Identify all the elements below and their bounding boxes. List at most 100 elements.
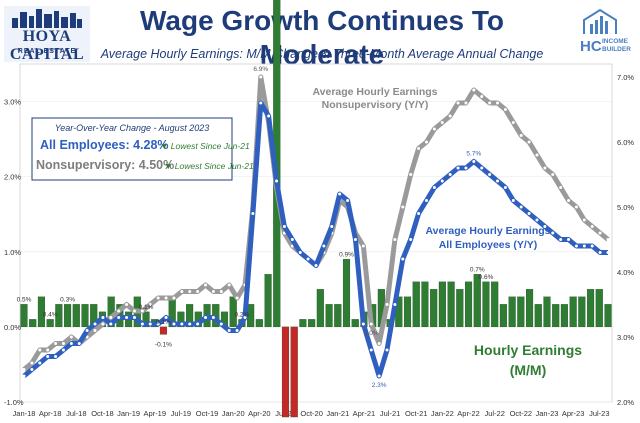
bar-mm — [29, 319, 37, 328]
bar-mm — [72, 304, 80, 328]
chart-title: Wage Growth Continues To Moderate — [140, 5, 504, 70]
line-all-employees-point — [322, 244, 326, 248]
x-tick-label: Oct-21 — [405, 409, 428, 418]
infobox-row2-label: Nonsupervisory: 4.50% — [36, 158, 174, 172]
logo-hc-text: HC — [580, 38, 602, 55]
line-nonsupervisory-point — [567, 199, 571, 202]
line-all-employees-point — [503, 186, 507, 189]
left-tick-label: 1.0% — [4, 248, 21, 257]
bar-mm — [464, 281, 473, 328]
left-tick-label: -1.0% — [4, 398, 24, 407]
x-tick-label: Jul-22 — [484, 409, 504, 418]
right-tick-label: 2.0% — [617, 398, 634, 407]
logo-ib-line2: BUILDER — [602, 46, 631, 53]
x-tick-label: Oct-19 — [196, 409, 219, 418]
line-all-employees-point — [77, 342, 81, 345]
bar-mm — [255, 319, 263, 328]
bar-mm — [403, 296, 412, 328]
line-all-employees-point — [132, 316, 136, 319]
left-axis-ticks: -1.0% 0.0% 1.0% 2.0% 3.0% — [4, 98, 24, 407]
line-all-employees-point — [582, 244, 586, 248]
x-tick-label: Apr-19 — [143, 409, 166, 418]
line-nonsupervisory-point — [117, 309, 121, 313]
line-series — [22, 74, 610, 379]
bar-mm — [264, 274, 272, 328]
logo-text-main: HOYA CAPITAL — [9, 28, 85, 63]
line-all-employees-point — [535, 218, 539, 222]
line-nonsupervisory-point — [180, 290, 184, 293]
line-nonsupervisory-point — [361, 244, 365, 248]
x-tick-label: Apr-22 — [457, 409, 480, 418]
infobox-row2-note: ▼ Lowest Since Jun-21 — [164, 161, 254, 171]
line-nonsupervisory-point — [30, 361, 34, 365]
line-all-employees-point — [377, 374, 381, 378]
x-tick-label: Jan-21 — [326, 409, 349, 418]
line-all-employees-point — [259, 101, 263, 105]
line-all-employees-point — [401, 257, 405, 261]
bar-mm — [604, 304, 612, 328]
line-nonsupervisory-point — [219, 290, 223, 293]
line-nonsupervisory-point — [61, 342, 65, 345]
line-nonsupervisory-point — [488, 101, 492, 105]
line-all-employees-point — [275, 179, 279, 183]
line-nonsupervisory-point — [511, 121, 515, 124]
line-all-employees-point — [338, 192, 342, 196]
left-tick-label: 3.0% — [4, 98, 21, 107]
bar-mm — [560, 304, 568, 328]
bar-mm — [299, 319, 307, 328]
line-nonsupervisory-point — [448, 114, 452, 118]
line-nonsupervisory-point — [456, 101, 460, 105]
bar-mm — [316, 289, 324, 328]
bar-negative-label: -0.1% — [155, 341, 172, 348]
bar-mm — [595, 289, 603, 328]
line-all-employees-point — [251, 212, 255, 215]
line-all-employees-point — [101, 316, 105, 319]
line-all-employees-point — [235, 329, 239, 332]
line-all-employees-point — [527, 212, 531, 215]
line-nonsupervisory-point — [377, 342, 381, 345]
point-labels: 6.9% 5.7% 3.0% 2.3% 0.5% 0.4% 0.3% 0.1% 0.2% 0.9%… — [17, 66, 494, 389]
bar-mm — [438, 281, 446, 328]
bar-mm — [482, 281, 490, 328]
bar-value-label: 0.5% — [17, 296, 32, 303]
line-all-employees-point — [417, 212, 421, 215]
line-nonsupervisory-point — [93, 329, 97, 332]
right-tick-label: 4.0% — [617, 268, 634, 277]
all-annotation-line1: Average Hourly Earnings — [425, 225, 550, 237]
line-all-employees-point — [211, 316, 215, 319]
x-tick-label: Apr-18 — [39, 409, 62, 418]
right-tick-label: 6.0% — [617, 138, 634, 147]
line-nonsupervisory-point — [259, 75, 263, 79]
line-nonsupervisory-point — [211, 290, 215, 293]
line-nonsupervisory-point — [535, 153, 539, 157]
line-all-employees-point — [267, 114, 271, 118]
logo-ib-text: INCOME BUILDER — [602, 38, 638, 54]
line-all-employees-point — [282, 225, 286, 228]
bar-mm — [37, 296, 45, 328]
x-tick-label: Oct-22 — [510, 409, 533, 418]
logo-ib-line1: INCOME — [602, 38, 628, 45]
line-all-employees-point — [46, 355, 50, 358]
line-nonsupervisory-point — [156, 296, 160, 300]
bar-value-label: 0.3% — [60, 296, 75, 303]
line-all-employees-point — [567, 238, 571, 241]
line-nonsupervisory-point — [503, 108, 507, 111]
line-nonsupervisory-point — [69, 335, 73, 339]
line-all-employees-point — [196, 322, 200, 326]
bar-mm — [342, 259, 351, 328]
line-all-employees-point — [30, 368, 34, 371]
line-all-employees-point — [156, 322, 160, 326]
line-all-employees-point — [464, 166, 468, 170]
bar-annotation-line1: Hourly Earnings — [474, 342, 582, 358]
bar-mm — [499, 304, 507, 328]
line-nonsupervisory-point — [196, 290, 200, 293]
line-all-employees-point — [290, 238, 294, 241]
bar-mm — [325, 304, 333, 328]
line-nonsupervisory-point — [393, 238, 397, 241]
bar-mm — [543, 296, 551, 328]
left-tick-label: 0.0% — [4, 323, 21, 332]
line-all-employees-point — [219, 322, 223, 326]
nonsup-annotation-line1: Average Hourly Earnings — [312, 86, 437, 98]
line-all-employees-point — [85, 329, 89, 332]
